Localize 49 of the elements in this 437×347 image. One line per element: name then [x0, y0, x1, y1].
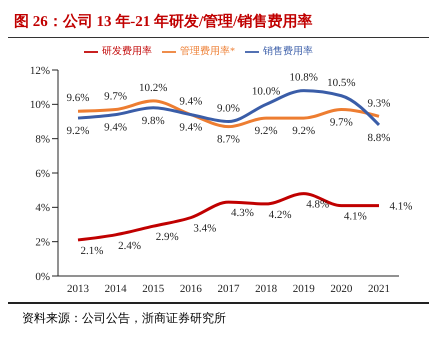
x-tick-label: 2013 [67, 282, 90, 295]
text: 资料来源：公司公告，浙商证券研究所 [22, 310, 227, 327]
data-label: 3.4% [193, 222, 216, 235]
data-label: 10.5% [327, 76, 356, 89]
data-label: 9.4% [104, 122, 128, 134]
chart-title: 图 26：公司 13 年-21 年研发/管理/销售费用率 [8, 8, 429, 38]
data-label: 9.4% [179, 96, 202, 108]
data-label: 2.1% [80, 244, 104, 257]
data-label: 9.6% [66, 92, 90, 104]
y-tick-label: 12% [30, 64, 50, 77]
data-label: 4.1% [344, 210, 367, 223]
y-tick-label: 2% [35, 236, 50, 249]
data-label: 9.2% [66, 125, 90, 138]
x-tick-label: 2020 [330, 282, 353, 295]
data-label: 9.2% [292, 125, 316, 138]
data-label: 4.1% [390, 200, 412, 213]
data-label: 8.7% [217, 134, 240, 146]
data-label: 10.2% [139, 82, 168, 94]
data-label: 9.7% [104, 90, 128, 102]
y-tick-label: 8% [35, 134, 50, 146]
legend-label: 管理费用率* [180, 46, 235, 57]
y-tick-label: 6% [35, 168, 50, 180]
y-tick-label: 4% [35, 202, 50, 214]
legend-label: 销售费用率 [263, 46, 313, 57]
data-label: 2.9% [156, 231, 179, 244]
x-tick-label: 2021 [368, 282, 390, 295]
data-label: 9.0% [217, 102, 240, 114]
x-tick-label: 2014 [104, 282, 128, 295]
data-label: 2.4% [118, 240, 142, 252]
data-label: 10.8% [290, 72, 318, 84]
data-label: 4.2% [268, 208, 292, 221]
data-label: 9.3% [368, 97, 390, 110]
data-label: 9.8% [142, 114, 165, 127]
y-tick-label: 10% [30, 99, 50, 112]
legend-label: 研发费用率 [102, 46, 152, 57]
x-tick-label: 2015 [142, 282, 165, 295]
data-label: 9.7% [330, 116, 353, 128]
data-label: 4.8% [306, 198, 330, 211]
y-tick-label: 0% [35, 270, 50, 283]
data-label: 10.0% [252, 85, 280, 98]
data-label: 4.3% [231, 207, 254, 220]
data-label: 9.2% [254, 125, 278, 138]
data-label: 8.8% [368, 132, 390, 144]
x-tick-label: 2017 [218, 282, 240, 295]
x-tick-label: 2019 [292, 282, 316, 295]
x-tick-label: 2016 [180, 282, 202, 295]
data-label: 9.4% [179, 122, 202, 134]
x-tick-label: 2018 [255, 282, 278, 295]
line-series [76, 192, 380, 242]
